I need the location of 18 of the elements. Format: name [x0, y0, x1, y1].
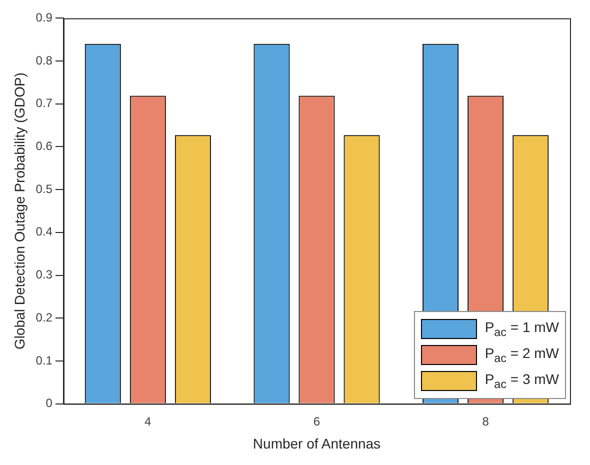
x-tick-label: 8 — [482, 414, 490, 428]
x-axis-title: Number of Antennas — [252, 435, 381, 452]
x-tick-label: 4 — [144, 414, 152, 428]
y-tick-label: 0 — [46, 396, 53, 410]
legend-label: P$_{ac}$ = 2 mW — [484, 345, 559, 365]
y-tick-label: 0.1 — [36, 353, 53, 368]
y-tick-label: 0.2 — [36, 310, 53, 324]
y-tick-label: 0.8 — [36, 53, 53, 68]
y-tick-label: 0.5 — [36, 182, 53, 196]
y-tick-label: 0.7 — [36, 96, 53, 110]
y-tick-label: 0.4 — [36, 224, 53, 239]
y-axis-title: Global Detection Outage Probability (GDOP) — [11, 72, 28, 350]
x-tick-label: 6 — [313, 414, 320, 428]
y-tick-label: 0.9 — [36, 10, 53, 25]
legend-label: P$_{ac}$ = 1 mW — [484, 319, 559, 339]
legend-label: P$_{ac}$ = 3 mW — [484, 371, 559, 391]
y-tick-label: 0.3 — [36, 268, 53, 282]
y-tick-label: 0.6 — [36, 139, 53, 154]
